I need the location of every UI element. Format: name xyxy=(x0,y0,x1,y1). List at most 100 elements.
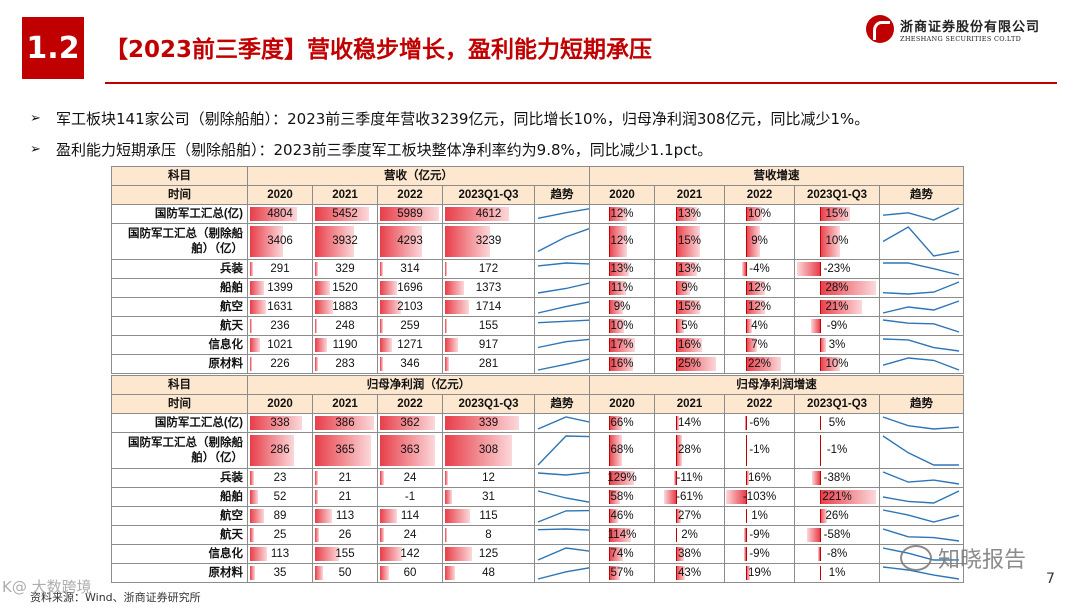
growth-cell: 66% xyxy=(589,413,656,433)
zero-axis xyxy=(745,226,747,257)
data-bar xyxy=(820,207,850,221)
data-bar xyxy=(820,509,827,523)
data-bar xyxy=(609,338,635,352)
growth-text: 12% xyxy=(610,207,634,220)
data-bar xyxy=(445,435,512,466)
company-logo: 浙商证券股份有限公司 ZHESHANG SECURITIES CO.LTD xyxy=(866,15,1040,43)
column-header: 趋势 xyxy=(534,185,590,205)
growth-text: 28% xyxy=(825,281,849,294)
value-cell: 89 xyxy=(247,506,313,526)
column-header: 2023Q1-Q3 xyxy=(442,185,535,205)
data-bar xyxy=(380,338,393,352)
value-cell: 25 xyxy=(247,525,313,545)
data-bar xyxy=(315,262,319,276)
data-bar xyxy=(745,319,753,333)
growth-text: 74% xyxy=(610,547,634,560)
zero-axis xyxy=(609,566,611,580)
zero-axis xyxy=(820,490,822,504)
value-text: 314 xyxy=(400,262,420,275)
growth-text: -103% xyxy=(742,490,777,503)
value-cell: 291 xyxy=(247,259,313,279)
growth-cell: 58% xyxy=(589,487,656,507)
growth-cell: 14% xyxy=(654,413,726,433)
value-cell: 26 xyxy=(312,525,378,545)
value-text: 50 xyxy=(338,566,352,579)
growth-text: 4% xyxy=(751,319,768,332)
growth-cell: 13% xyxy=(654,204,725,224)
value-cell: 1373 xyxy=(442,278,535,298)
data-bar xyxy=(250,566,256,580)
growth-text: 9% xyxy=(751,235,768,247)
data-bar xyxy=(609,262,629,276)
value-cell: 259 xyxy=(377,316,443,336)
value-cell: 3932 xyxy=(312,223,378,260)
zero-axis xyxy=(609,262,611,276)
growth-text: 17% xyxy=(610,338,634,351)
data-bar xyxy=(609,566,621,580)
value-text: 60 xyxy=(403,566,417,579)
data-bar xyxy=(445,547,473,561)
growth-text: 19% xyxy=(748,566,772,579)
growth-cell: 9% xyxy=(589,297,655,317)
data-bar xyxy=(806,528,821,542)
row-header-subject: 科目 xyxy=(111,166,248,186)
value-text: 2103 xyxy=(397,300,423,313)
growth-cell: 10% xyxy=(794,223,880,260)
value-text: 21 xyxy=(338,471,352,484)
growth-text: 5% xyxy=(828,416,846,429)
value-text: 21 xyxy=(338,490,352,503)
data-bar xyxy=(445,509,470,523)
row-label: 国防军工汇总（剔除船舶）（亿） xyxy=(111,223,248,260)
row-label: 国防军工汇总（剔除船舶）（亿） xyxy=(111,432,248,469)
growth-cell: 5% xyxy=(794,413,881,433)
data-bar xyxy=(380,566,390,580)
value-text: 363 xyxy=(400,444,420,456)
value-cell: 35 xyxy=(247,563,313,583)
zero-axis xyxy=(675,547,677,561)
value-cell: 155 xyxy=(312,544,378,564)
data-bar xyxy=(609,300,623,314)
zero-axis xyxy=(609,357,611,371)
value-cell: 1399 xyxy=(247,278,313,298)
zero-axis xyxy=(675,435,677,466)
data-bar xyxy=(609,207,628,221)
trend-cell xyxy=(534,278,590,298)
value-cell: 1021 xyxy=(247,335,313,355)
page-title: 【2023前三季度】营收稳步增长，盈利能力短期承压 xyxy=(105,37,653,63)
value-cell: 2103 xyxy=(377,297,443,317)
column-header: 趋势 xyxy=(533,394,591,414)
value-text: 1021 xyxy=(267,338,293,351)
data-bar xyxy=(250,262,253,276)
row-header-time: 时间 xyxy=(111,185,248,205)
data-bar xyxy=(250,547,268,561)
growth-cell: -9% xyxy=(724,544,796,564)
value-cell: 3239 xyxy=(442,223,535,260)
value-text: 24 xyxy=(403,528,417,541)
trend-cell xyxy=(878,204,965,224)
page-number: 7 xyxy=(1046,571,1055,587)
column-header: 2021 xyxy=(312,394,378,414)
arrow-bullet-icon: ➢ xyxy=(30,142,41,157)
data-bar xyxy=(315,435,371,466)
growth-text: 66% xyxy=(610,416,634,429)
growth-cell: 27% xyxy=(654,506,726,526)
data-bar xyxy=(250,319,253,333)
data-bar xyxy=(380,300,401,314)
bullet-item: ➢ 军工板块141家公司（剔除船舶）：2023前三季度年营收3239亿元，同比增… xyxy=(30,103,869,134)
trend-sparkline xyxy=(882,338,960,352)
growth-text: -1% xyxy=(749,444,770,456)
zero-axis xyxy=(745,319,747,333)
zero-axis xyxy=(675,357,677,371)
value-cell: 365 xyxy=(312,432,378,469)
growth-text: 22% xyxy=(747,357,772,370)
zero-axis xyxy=(609,300,611,314)
growth-cell: 221% xyxy=(794,487,881,507)
value-cell: 346 xyxy=(377,354,443,374)
row-label: 航天 xyxy=(111,525,248,545)
value-cell: 113 xyxy=(247,544,313,564)
zero-axis xyxy=(675,528,677,542)
data-bar xyxy=(380,226,423,257)
column-header: 2020 xyxy=(589,185,655,205)
data-bar xyxy=(380,281,397,295)
data-bar xyxy=(445,357,449,371)
